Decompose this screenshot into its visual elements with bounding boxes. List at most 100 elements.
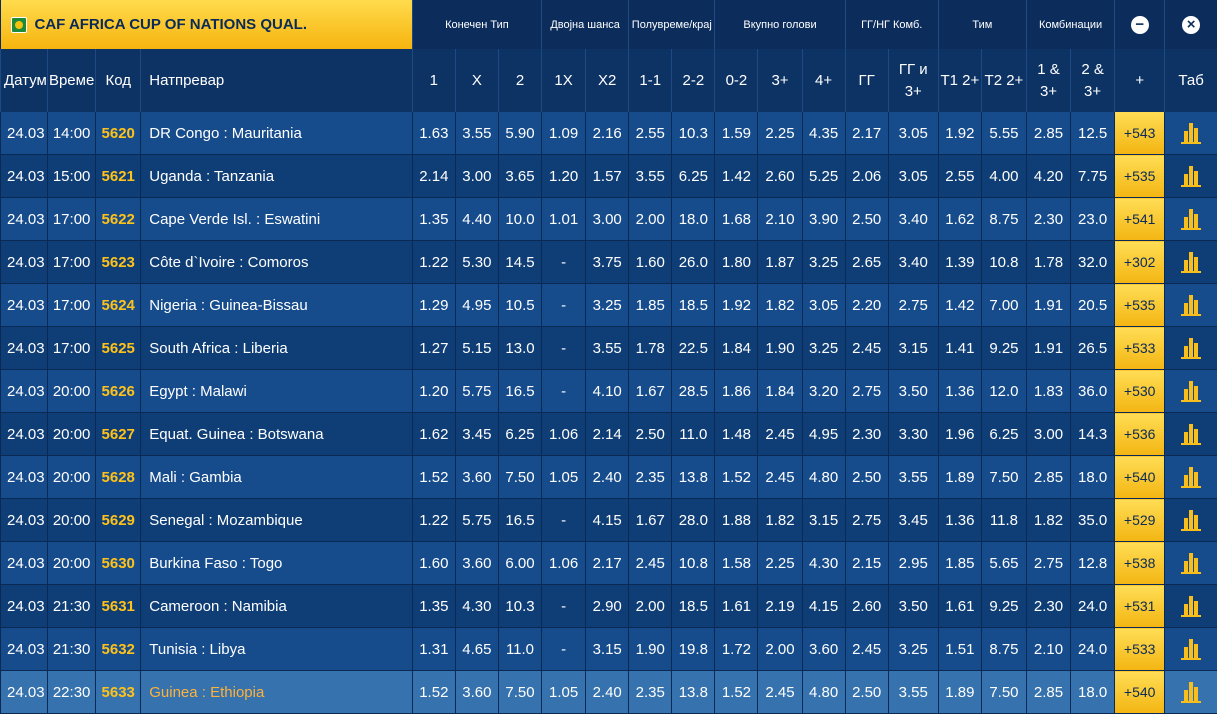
odd-cell[interactable]: 1.63 bbox=[412, 112, 455, 155]
more-markets-button[interactable]: +536 bbox=[1115, 413, 1165, 456]
odd-cell[interactable]: 2.10 bbox=[758, 198, 802, 241]
match-name[interactable]: South Africa : Liberia bbox=[141, 327, 413, 370]
odd-cell[interactable]: 1.35 bbox=[412, 585, 455, 628]
odd-cell[interactable]: 3.55 bbox=[586, 327, 629, 370]
odd-cell[interactable]: 3.60 bbox=[455, 671, 498, 714]
odd-cell[interactable]: 2.00 bbox=[629, 198, 672, 241]
odd-cell[interactable]: 7.75 bbox=[1071, 155, 1115, 198]
odd-cell[interactable]: 19.8 bbox=[672, 628, 715, 671]
odd-cell[interactable]: 18.5 bbox=[672, 585, 715, 628]
odd-cell[interactable]: 4.65 bbox=[455, 628, 498, 671]
odd-cell[interactable]: 2.00 bbox=[629, 585, 672, 628]
match-name[interactable]: Mali : Gambia bbox=[141, 456, 413, 499]
odd-cell[interactable]: 3.25 bbox=[802, 241, 845, 284]
match-name[interactable]: DR Congo : Mauritania bbox=[141, 112, 413, 155]
odd-cell[interactable]: 26.5 bbox=[1071, 327, 1115, 370]
odd-cell[interactable]: 2.14 bbox=[412, 155, 455, 198]
odd-cell[interactable]: 4.80 bbox=[802, 671, 845, 714]
close-button[interactable]: × bbox=[1165, 0, 1217, 49]
odd-cell[interactable]: - bbox=[542, 241, 586, 284]
odd-cell[interactable]: 12.8 bbox=[1071, 542, 1115, 585]
odd-cell[interactable]: 2.30 bbox=[845, 413, 888, 456]
odd-cell[interactable]: 2.85 bbox=[1026, 112, 1070, 155]
odd-cell[interactable]: 3.15 bbox=[802, 499, 845, 542]
odd-cell[interactable]: 8.75 bbox=[981, 198, 1026, 241]
odd-cell[interactable]: 3.90 bbox=[802, 198, 845, 241]
odd-cell[interactable]: 28.5 bbox=[672, 370, 715, 413]
odd-cell[interactable]: 5.15 bbox=[455, 327, 498, 370]
odd-cell[interactable]: 4.20 bbox=[1026, 155, 1070, 198]
odd-cell[interactable]: 1.35 bbox=[412, 198, 455, 241]
odd-cell[interactable]: 2.75 bbox=[1026, 542, 1070, 585]
odd-cell[interactable]: 2.75 bbox=[888, 284, 938, 327]
odd-cell[interactable]: 1.87 bbox=[758, 241, 802, 284]
odd-cell[interactable]: 2.25 bbox=[758, 542, 802, 585]
odd-cell[interactable]: 1.67 bbox=[629, 499, 672, 542]
odd-cell[interactable]: 3.15 bbox=[586, 628, 629, 671]
odd-cell[interactable]: 3.40 bbox=[888, 198, 938, 241]
odd-cell[interactable]: 1.91 bbox=[1026, 284, 1070, 327]
odd-cell[interactable]: 2.45 bbox=[758, 456, 802, 499]
odd-cell[interactable]: 2.85 bbox=[1026, 456, 1070, 499]
collapse-button[interactable]: − bbox=[1115, 0, 1165, 49]
odd-cell[interactable]: 2.85 bbox=[1026, 671, 1070, 714]
odd-cell[interactable]: 1.72 bbox=[715, 628, 758, 671]
odd-cell[interactable]: 3.55 bbox=[888, 456, 938, 499]
odd-cell[interactable]: 1.41 bbox=[938, 327, 981, 370]
odd-cell[interactable]: 13.8 bbox=[672, 456, 715, 499]
odd-cell[interactable]: 10.0 bbox=[498, 198, 541, 241]
odd-cell[interactable]: 4.40 bbox=[455, 198, 498, 241]
odd-cell[interactable]: 1.85 bbox=[938, 542, 981, 585]
more-markets-button[interactable]: +302 bbox=[1115, 241, 1165, 284]
odd-cell[interactable]: 6.25 bbox=[981, 413, 1026, 456]
stats-button[interactable] bbox=[1165, 499, 1217, 542]
odd-cell[interactable]: 18.0 bbox=[672, 198, 715, 241]
stats-button[interactable] bbox=[1165, 198, 1217, 241]
odd-cell[interactable]: 4.30 bbox=[455, 585, 498, 628]
odd-cell[interactable]: 2.15 bbox=[845, 542, 888, 585]
odd-cell[interactable]: 1.88 bbox=[715, 499, 758, 542]
odd-cell[interactable]: 1.67 bbox=[629, 370, 672, 413]
odd-cell[interactable]: 3.30 bbox=[888, 413, 938, 456]
odd-cell[interactable]: 4.80 bbox=[802, 456, 845, 499]
odd-cell[interactable]: 1.58 bbox=[715, 542, 758, 585]
odd-cell[interactable]: 10.8 bbox=[981, 241, 1026, 284]
odd-cell[interactable]: 3.25 bbox=[802, 327, 845, 370]
odd-cell[interactable]: 2.45 bbox=[845, 628, 888, 671]
odd-cell[interactable]: 2.50 bbox=[629, 413, 672, 456]
more-markets-button[interactable]: +533 bbox=[1115, 327, 1165, 370]
odd-cell[interactable]: 1.80 bbox=[715, 241, 758, 284]
odd-cell[interactable]: 1.61 bbox=[938, 585, 981, 628]
odd-cell[interactable]: 1.52 bbox=[412, 456, 455, 499]
odd-cell[interactable]: 1.06 bbox=[542, 413, 586, 456]
odd-cell[interactable]: 1.52 bbox=[715, 456, 758, 499]
match-name[interactable]: Guinea : Ethiopia bbox=[141, 671, 413, 714]
odd-cell[interactable]: 2.60 bbox=[758, 155, 802, 198]
match-name[interactable]: Equat. Guinea : Botswana bbox=[141, 413, 413, 456]
odd-cell[interactable]: 1.42 bbox=[715, 155, 758, 198]
odd-cell[interactable]: 6.25 bbox=[672, 155, 715, 198]
odd-cell[interactable]: 9.25 bbox=[981, 585, 1026, 628]
odd-cell[interactable]: 1.27 bbox=[412, 327, 455, 370]
stats-button[interactable] bbox=[1165, 628, 1217, 671]
odd-cell[interactable]: 12.0 bbox=[981, 370, 1026, 413]
match-name[interactable]: Nigeria : Guinea-Bissau bbox=[141, 284, 413, 327]
odd-cell[interactable]: 4.35 bbox=[802, 112, 845, 155]
match-name[interactable]: Tunisia : Libya bbox=[141, 628, 413, 671]
odd-cell[interactable]: 1.05 bbox=[542, 456, 586, 499]
odd-cell[interactable]: 1.82 bbox=[758, 499, 802, 542]
odd-cell[interactable]: 1.68 bbox=[715, 198, 758, 241]
odd-cell[interactable]: 4.95 bbox=[802, 413, 845, 456]
odd-cell[interactable]: 1.84 bbox=[758, 370, 802, 413]
more-markets-button[interactable]: +543 bbox=[1115, 112, 1165, 155]
odd-cell[interactable]: 2.60 bbox=[845, 585, 888, 628]
more-markets-button[interactable]: +540 bbox=[1115, 456, 1165, 499]
odd-cell[interactable]: 5.55 bbox=[981, 112, 1026, 155]
odd-cell[interactable]: 4.15 bbox=[586, 499, 629, 542]
odd-cell[interactable]: 1.42 bbox=[938, 284, 981, 327]
